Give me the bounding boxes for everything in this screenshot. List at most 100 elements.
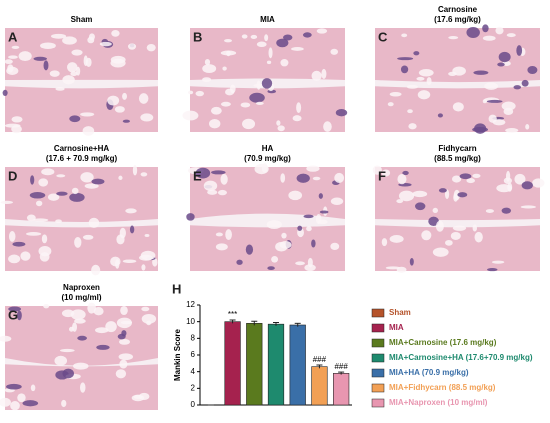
lacuna xyxy=(242,118,256,130)
lacuna xyxy=(132,164,138,176)
lacuna xyxy=(17,393,26,403)
lacuna xyxy=(61,399,67,408)
lacuna xyxy=(116,234,125,245)
lacuna xyxy=(69,192,85,202)
lacuna xyxy=(7,64,14,73)
histology-image xyxy=(186,163,345,272)
lacuna xyxy=(389,235,404,243)
panel-letter: E xyxy=(193,168,202,183)
lacuna xyxy=(472,173,481,179)
lacuna xyxy=(105,321,117,333)
lacuna xyxy=(91,178,105,185)
lacuna xyxy=(83,55,88,67)
lacuna xyxy=(140,250,156,261)
lacuna xyxy=(330,197,344,206)
lacuna xyxy=(407,109,413,114)
lacuna xyxy=(401,33,408,38)
lacuna xyxy=(54,355,68,366)
lacuna xyxy=(306,165,320,172)
lacuna xyxy=(74,236,82,248)
lacuna xyxy=(396,266,407,273)
lacuna xyxy=(88,217,100,228)
panel-title: (17.6 + 70.9 mg/kg) xyxy=(46,154,118,163)
lacuna xyxy=(330,242,340,251)
lacuna xyxy=(146,320,152,326)
lacuna xyxy=(457,192,468,198)
lacuna xyxy=(466,27,480,38)
lacuna xyxy=(114,106,125,113)
lacuna xyxy=(204,58,211,66)
lacuna xyxy=(187,90,194,95)
lacuna xyxy=(141,264,146,271)
lacuna xyxy=(496,184,513,193)
lacuna xyxy=(416,76,425,81)
lacuna xyxy=(51,33,67,39)
lacuna xyxy=(266,220,282,230)
lacuna xyxy=(482,35,496,41)
histology-image xyxy=(2,28,158,136)
lacuna xyxy=(256,80,261,90)
lacuna xyxy=(486,99,503,103)
lacuna xyxy=(91,264,101,276)
lacuna xyxy=(70,71,78,77)
histology-image xyxy=(0,302,158,411)
lacuna xyxy=(256,41,267,48)
panel-letter: G xyxy=(8,307,18,322)
lacuna xyxy=(8,254,21,264)
lacuna xyxy=(47,193,60,201)
lacuna xyxy=(107,95,120,106)
lacuna xyxy=(240,102,251,108)
lacuna xyxy=(387,102,394,107)
lacuna xyxy=(503,107,514,116)
lacuna xyxy=(413,51,420,56)
lacuna xyxy=(41,168,55,176)
bar xyxy=(333,373,350,406)
lacuna xyxy=(527,65,538,75)
lacuna xyxy=(288,190,303,201)
lacuna xyxy=(412,190,428,198)
lacuna xyxy=(125,208,137,214)
lacuna xyxy=(304,264,316,272)
lacuna xyxy=(492,119,506,126)
panel-title: (70.9 mg/kg) xyxy=(244,154,291,163)
lacuna xyxy=(215,232,223,237)
lacuna xyxy=(62,368,74,379)
lacuna xyxy=(497,62,505,67)
lacuna xyxy=(495,26,504,35)
lacuna xyxy=(484,82,499,90)
lacuna xyxy=(82,126,95,136)
lacuna xyxy=(318,193,323,199)
lacuna xyxy=(122,119,130,123)
lacuna xyxy=(264,34,269,42)
lacuna xyxy=(110,256,121,267)
panel-title: (10 mg/ml) xyxy=(61,293,101,302)
lacuna xyxy=(118,353,134,361)
lacuna xyxy=(435,220,444,232)
lacuna xyxy=(16,310,22,321)
legend-label: MIA+Carnosine (17.6 mg/kg) xyxy=(389,338,497,347)
lacuna xyxy=(295,261,305,266)
lacuna xyxy=(372,165,382,175)
lacuna xyxy=(70,309,86,320)
lacuna xyxy=(203,180,218,192)
lacuna xyxy=(408,123,417,130)
bar xyxy=(224,321,241,406)
lacuna xyxy=(474,123,487,134)
lacuna xyxy=(67,62,78,73)
lacuna xyxy=(55,87,65,91)
lacuna xyxy=(141,313,157,324)
lacuna xyxy=(117,333,126,340)
panel-letter: A xyxy=(8,29,18,44)
joint-space xyxy=(5,219,158,228)
lacuna xyxy=(4,59,13,65)
lacuna xyxy=(144,233,150,238)
panel-title: (88.5 mg/kg) xyxy=(434,154,481,163)
lacuna xyxy=(323,121,332,132)
lacuna xyxy=(87,302,97,314)
lacuna xyxy=(397,173,407,185)
lacuna xyxy=(99,41,112,47)
bar xyxy=(246,323,263,406)
lacuna xyxy=(503,177,512,184)
legend-swatch xyxy=(371,308,385,318)
